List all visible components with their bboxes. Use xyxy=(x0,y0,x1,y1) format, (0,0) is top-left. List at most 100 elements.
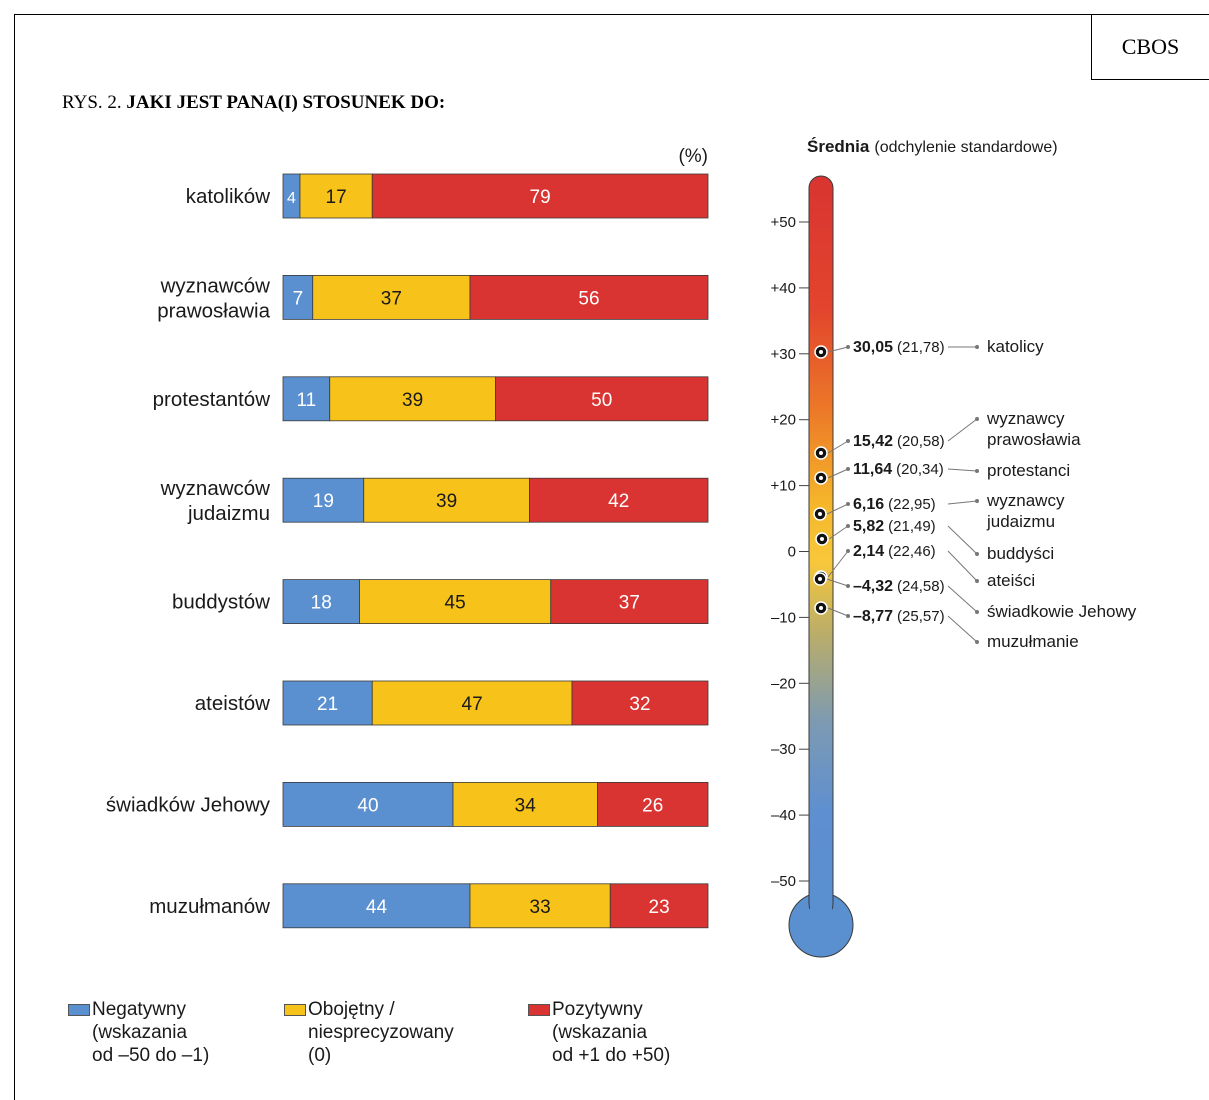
mean-value: 11,64 xyxy=(853,461,892,478)
bar-value-negative: 40 xyxy=(357,795,378,816)
thermometer-title: Średnia (odchylenie standardowe) xyxy=(807,137,1058,156)
category-label-ateistow: ateistów xyxy=(195,692,270,715)
annotation-ateisci-label: ateiści xyxy=(987,571,1035,590)
bar-segment-positive xyxy=(495,376,709,422)
leader-line xyxy=(827,550,849,578)
bar-value-positive: 56 xyxy=(578,288,599,309)
tick-label: –10 xyxy=(771,609,796,626)
legend-label-neutral: Obojętny / niesprecyzowany (0) xyxy=(308,999,454,1066)
mean-marker-center xyxy=(819,476,823,480)
tick-label: +40 xyxy=(771,280,796,297)
annotation-wyznawcy-prawoslawia-values: 15,42 (20,58) xyxy=(853,433,945,450)
leader-line xyxy=(827,346,849,353)
category-label-wyznawcow-prawoslawia-line: wyznawców xyxy=(160,274,271,297)
annotation-wyznawcy-prawoslawia-label: wyznawcy prawosławia xyxy=(986,409,1081,449)
bar-segment-positive xyxy=(550,579,709,624)
sd-value: (25,57) xyxy=(897,608,945,625)
annotation-muzulmanie-values: –8,77 (25,57) xyxy=(853,608,945,625)
mean-value: 6,16 xyxy=(853,496,884,513)
bar-value-neutral: 37 xyxy=(381,288,402,309)
mean-value: –8,77 xyxy=(853,608,893,625)
bar-segment-negative xyxy=(282,579,360,624)
annotation-buddysci-values: 5,82 (21,49) xyxy=(853,518,936,535)
tick-label: +20 xyxy=(771,412,796,429)
chart-title-prefix: RYS. 2. xyxy=(62,92,122,113)
mean-value: 15,42 xyxy=(853,433,893,450)
leader-line xyxy=(828,525,849,540)
bar-segment-positive xyxy=(571,680,709,726)
label-connector xyxy=(947,500,978,505)
bar-segment-positive xyxy=(469,274,709,320)
label-connector xyxy=(947,585,978,613)
label-connector-dot xyxy=(975,499,979,503)
sd-value: (21,49) xyxy=(888,518,936,535)
bar-value-positive: 26 xyxy=(642,795,663,816)
leader-line xyxy=(826,503,849,515)
thermometer-subtitle: (odchylenie standardowe) xyxy=(874,139,1057,156)
annotation-protestanci-label: protestanci xyxy=(987,461,1070,480)
tick-label: –40 xyxy=(771,807,796,824)
legend-swatch-positive xyxy=(528,1004,550,1016)
label-connector-dot xyxy=(975,579,979,583)
label-connector-dot xyxy=(975,345,979,349)
legend-label-positive: Pozytywny (wskazania od +1 do +50) xyxy=(552,999,671,1066)
bar-value-positive: 23 xyxy=(649,897,670,918)
annotation-wyznawcy-prawoslawia-label-line: wyznawcy xyxy=(986,409,1065,428)
category-label-katolikow: katolików xyxy=(186,185,271,208)
label-connector-dot xyxy=(975,469,979,473)
bar-value-negative: 18 xyxy=(311,593,332,614)
chart-title: RYS. 2. JAKI JEST PANA(I) STOSUNEK DO: xyxy=(62,92,445,114)
bar-value-positive: 79 xyxy=(530,187,551,208)
bar-segment-neutral xyxy=(452,782,598,827)
bar-segment-positive xyxy=(609,883,709,929)
sd-value: (22,46) xyxy=(888,543,936,560)
label-connector-dot xyxy=(975,640,979,644)
category-label-muzulmanow: muzułmanów xyxy=(149,895,270,918)
annotation-swiadkowie-jehowy-label: świadkowie Jehowy xyxy=(987,602,1137,621)
label-connector xyxy=(947,550,978,582)
category-label-swiadkow-jehowy: świadków Jehowy xyxy=(106,793,271,816)
bar-value-neutral: 39 xyxy=(402,390,423,411)
annotation-katolicy-values: 30,05 (21,78) xyxy=(853,339,945,356)
category-label-wyznawcow-prawoslawia-line: prawosławia xyxy=(157,299,270,322)
bar-value-negative: 19 xyxy=(313,491,334,512)
annotation-wyznawcy-judaizmu-label-line: judaizmu xyxy=(986,512,1055,531)
tick-label: +10 xyxy=(771,478,796,495)
source-label: CBOS xyxy=(1091,14,1209,80)
annotation-ateisci-values: 2,14 (22,46) xyxy=(853,543,936,560)
bar-segment-positive xyxy=(597,782,709,827)
tick-label: +30 xyxy=(771,346,796,363)
label-connector-dot xyxy=(975,552,979,556)
annotation-katolicy-label: katolicy xyxy=(987,337,1044,356)
label-connector xyxy=(947,525,978,555)
bar-value-positive: 32 xyxy=(629,694,650,715)
bar-value-neutral: 39 xyxy=(436,491,457,512)
bar-value-positive: 42 xyxy=(608,491,629,512)
thermometer-title-main: Średnia xyxy=(807,137,870,156)
category-label-wyznawcow-judaizmu: wyznawców judaizmu xyxy=(160,477,271,525)
legend-label-negative: Negatywny (wskazania od –50 do –1) xyxy=(92,999,210,1066)
annotation-swiadkowie-jehowy-values: –4,32 (24,58) xyxy=(853,578,945,595)
bar-segment-neutral xyxy=(312,274,471,320)
annotation-protestanci-values: 11,64 (20,34) xyxy=(853,461,944,478)
bar-segment-neutral xyxy=(359,579,552,624)
leader-line xyxy=(827,440,849,454)
bar-value-neutral: 34 xyxy=(515,795,537,816)
tick-label: –50 xyxy=(771,873,796,890)
mean-marker-center xyxy=(818,512,822,516)
annotation-wyznawcy-judaizmu-label-line: wyznawcy xyxy=(986,491,1065,510)
category-label-wyznawcow-judaizmu-line: wyznawców xyxy=(160,477,271,500)
label-connector xyxy=(947,615,978,643)
bar-segment-positive xyxy=(529,477,709,523)
leader-dot xyxy=(846,549,850,553)
bar-segment-neutral xyxy=(329,376,496,422)
bar-segment-negative xyxy=(282,477,365,523)
mean-marker-center xyxy=(819,350,823,354)
tick-label: –30 xyxy=(771,741,796,758)
mean-marker-center xyxy=(819,606,823,610)
annotation-wyznawcy-prawoslawia-label-line: prawosławia xyxy=(987,430,1081,449)
bar-segment-negative xyxy=(282,680,373,726)
tick-label: 0 xyxy=(788,544,796,561)
sd-value: (24,58) xyxy=(897,578,945,595)
